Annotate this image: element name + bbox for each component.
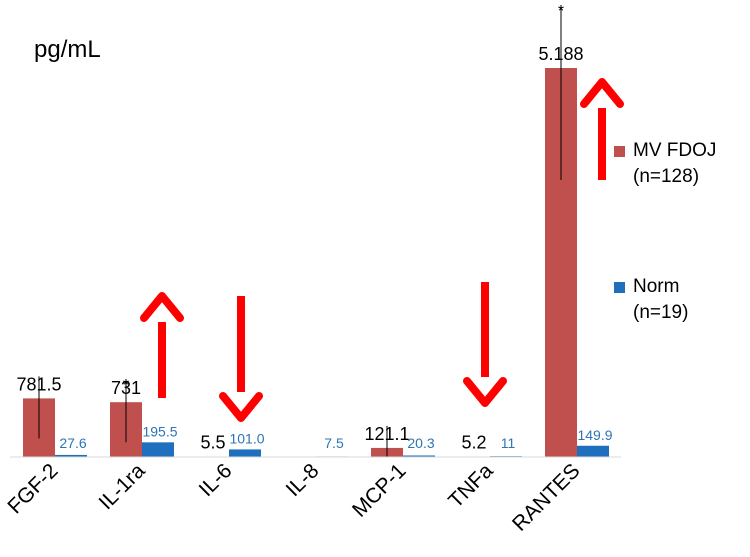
data-label-il-1ra-norm: 195.5: [142, 423, 177, 439]
trend-arrow-down-il-6: [219, 296, 263, 422]
bar-il-6-norm: [229, 449, 261, 457]
legend-swatch-norm: [614, 282, 625, 293]
significance-marker-rantes: *: [558, 3, 564, 20]
tick-label-fgf-2: FGF-2: [3, 459, 62, 518]
significance-marker-il-1ra: *: [123, 377, 129, 394]
data-label-fgf-2-norm: 27.6: [59, 435, 86, 451]
data-label-il-6-mv-fdoj: 5.5: [200, 433, 225, 453]
legend-label-mv-fdoj: MV FDOJ (n=128): [633, 140, 717, 187]
unit-label: pg/mL: [34, 36, 101, 63]
data-label-il-6-norm: 101.0: [229, 430, 264, 446]
legend-label-norm: Norm (n=19): [633, 276, 689, 323]
tick-label-il-6: IL-6: [195, 459, 237, 501]
legend-swatch-mv-fdoj: [614, 146, 625, 157]
bar-fgf-2-norm: [55, 454, 87, 457]
data-label-tnfa-norm: 11: [501, 435, 516, 451]
data-label-mcp-1-norm: 20.3: [407, 435, 434, 451]
bar-rantes-norm: [577, 445, 609, 457]
bar-il-1ra-norm: [142, 442, 174, 457]
trend-arrow-up-il-1ra: [140, 292, 184, 398]
tick-label-il-8: IL-8: [282, 459, 324, 501]
bar-mcp-1-norm: [403, 455, 435, 457]
tick-label-il-1ra: IL-1ra: [94, 459, 149, 514]
data-label-il-8-norm: 7.5: [324, 435, 344, 451]
data-label-rantes-norm: 149.9: [577, 427, 612, 443]
data-label-tnfa-mv-fdoj: 5.2: [461, 433, 486, 453]
tick-label-tnfa: TNFa: [444, 459, 498, 513]
legend-item-norm: Norm (n=19): [614, 274, 688, 326]
tick-label-mcp-1: MCP-1: [348, 459, 410, 521]
tick-label-rantes: RANTES: [508, 459, 585, 536]
legend-item-mv-fdoj: MV FDOJ (n=128): [614, 138, 716, 190]
trend-arrow-up-rantes: [580, 78, 624, 180]
trend-arrow-down-tnfa: [463, 282, 507, 407]
